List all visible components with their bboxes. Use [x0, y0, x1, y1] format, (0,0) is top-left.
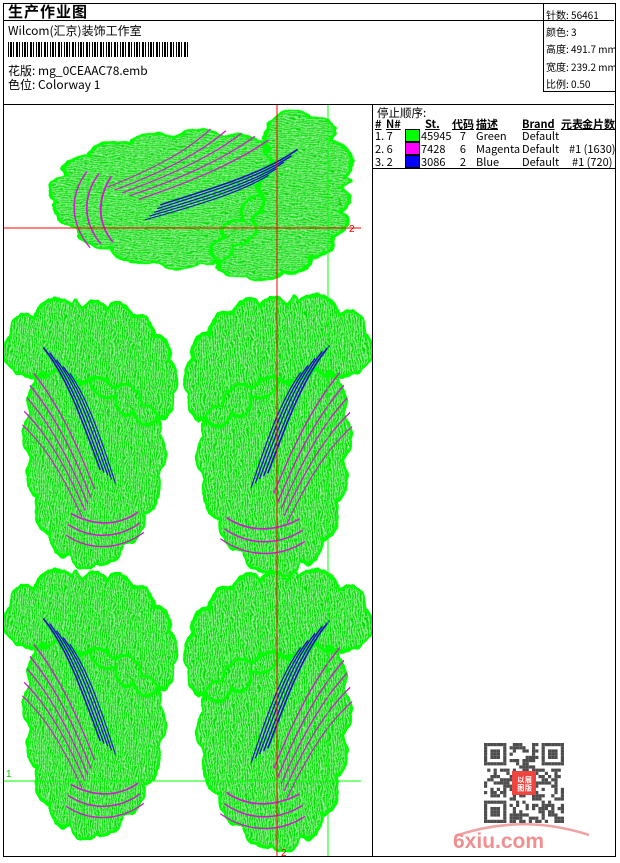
svg-text:2: 2 — [349, 224, 355, 235]
svg-text:2: 2 — [281, 848, 287, 857]
svg-text:6xiu.com: 6xiu.com — [453, 830, 544, 851]
svg-text:版: 版 — [525, 783, 532, 793]
svg-text:1: 1 — [6, 769, 12, 780]
svg-text:图: 图 — [517, 783, 524, 793]
svg-text:1: 1 — [337, 197, 343, 208]
